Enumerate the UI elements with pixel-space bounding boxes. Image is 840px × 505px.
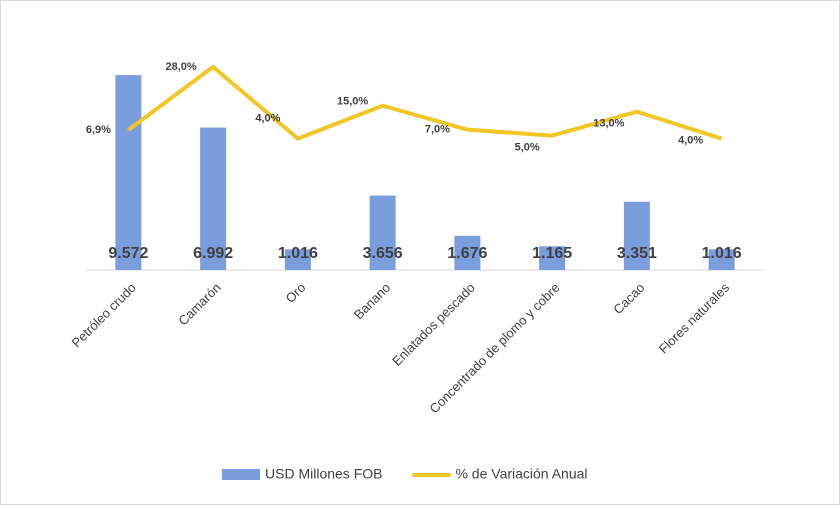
line-label: 4,0% — [678, 134, 703, 146]
bar — [284, 249, 311, 270]
legend-swatch — [222, 469, 260, 480]
legend-label: USD Millones FOB — [265, 466, 382, 482]
bar-label: 3.656 — [363, 245, 403, 262]
bar-label: 1.676 — [447, 245, 487, 262]
bar-label: 1.016 — [702, 245, 742, 262]
line-label: 28,0% — [166, 61, 197, 73]
bar-label: 1.165 — [532, 245, 572, 262]
line-label: 7,0% — [425, 124, 450, 136]
line-label: 13,0% — [593, 118, 624, 130]
bar-label: 6.992 — [193, 245, 233, 262]
bar-label: 3.351 — [617, 245, 657, 262]
bar — [708, 249, 735, 270]
bar — [115, 75, 142, 270]
bar — [454, 235, 481, 270]
bar — [200, 127, 227, 270]
line-label: 15,0% — [337, 96, 368, 108]
line-label: 4,0% — [255, 112, 280, 124]
bar — [369, 195, 396, 270]
bar-label: 9.572 — [108, 245, 148, 262]
bar — [623, 201, 650, 270]
line-series — [127, 64, 723, 141]
line-label: 5,0% — [515, 142, 540, 154]
line-label: 6,9% — [86, 124, 111, 136]
bar-label: 1.016 — [278, 245, 318, 262]
legend-label: % de Variación Anual — [455, 466, 587, 482]
bar — [539, 246, 566, 270]
